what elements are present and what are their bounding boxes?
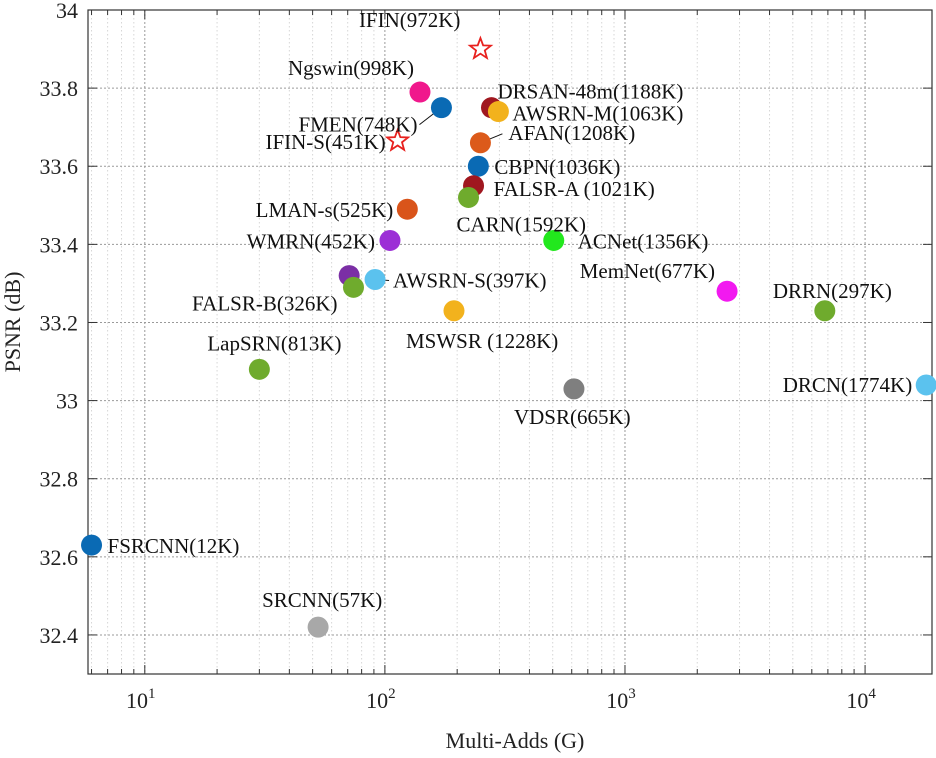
data-label: MSWSR (1228K) <box>406 329 558 353</box>
data-label: IFIN-S(451K) <box>265 130 385 154</box>
data-point <box>443 300 465 322</box>
data-points <box>81 35 936 638</box>
data-label: AWSRN-M(1063K) <box>512 102 683 126</box>
data-point <box>81 534 103 556</box>
data-point <box>915 374 936 396</box>
data-label: DRRN(297K) <box>773 279 892 303</box>
data-point-star <box>467 35 494 61</box>
data-label: LapSRN(813K) <box>207 331 341 355</box>
y-tick-label: 33.8 <box>40 76 79 101</box>
y-axis-label: PSNR (dB) <box>0 272 25 373</box>
data-point <box>364 269 386 291</box>
x-tick-label: 102 <box>366 686 396 713</box>
data-point <box>396 198 418 220</box>
y-tick-label: 32.6 <box>40 545 79 570</box>
data-label: LMAN-s(525K) <box>256 198 394 222</box>
data-label: FALSR-B(326K) <box>192 291 337 315</box>
data-label: CBPN(1036K) <box>494 155 620 179</box>
data-label: FMEN(748K) <box>298 113 417 137</box>
data-label: AFAN(1208K) <box>508 121 635 145</box>
data-point <box>467 155 489 177</box>
data-point-star <box>384 127 411 152</box>
data-label: ACNet(1356K) <box>578 229 709 253</box>
x-tick-label: 103 <box>606 686 636 713</box>
data-label: CARN(1592K) <box>457 212 587 236</box>
data-label: MemNet(677K) <box>580 259 715 283</box>
data-label: AWSRN-S(397K) <box>393 269 546 293</box>
data-point <box>469 132 491 154</box>
y-tick-label: 32.4 <box>40 623 79 648</box>
axes: 101 102 103 104 32.4 32.6 32.8 33 33.2 33.4 33.6 33… <box>40 0 933 713</box>
x-tick-label: 104 <box>846 686 876 713</box>
data-label: VDSR(665K) <box>514 405 631 429</box>
data-point <box>563 378 585 400</box>
data-point <box>379 229 401 251</box>
data-point <box>487 101 509 123</box>
data-label: SRCNN(57K) <box>262 588 382 612</box>
data-point <box>409 81 431 103</box>
data-point <box>458 186 480 208</box>
y-tick-label: 33.6 <box>40 154 79 179</box>
x-axis-label: Multi-Adds (G) <box>446 728 585 753</box>
data-point <box>716 280 738 302</box>
data-label: IFIN(972K) <box>359 8 460 32</box>
data-label: DRSAN-48m(1188K) <box>498 80 684 104</box>
y-tick-label: 32.8 <box>40 467 79 492</box>
data-label: FALSR-A (1021K) <box>494 177 655 201</box>
data-label: DRCN(1774K) <box>783 373 913 397</box>
grid <box>88 10 932 674</box>
data-point <box>543 229 565 251</box>
x-tick-label: 101 <box>126 686 156 713</box>
data-point <box>814 300 836 322</box>
point-labels: IFIN(972K) IFIN-S(451K) Ngswin(998K) FMEN(7… <box>108 8 913 612</box>
y-tick-label: 34 <box>56 0 78 23</box>
y-tick-label: 33 <box>56 389 78 414</box>
data-label: WMRN(452K) <box>247 229 375 253</box>
data-point <box>342 276 364 298</box>
y-tick-label: 33.2 <box>40 310 79 335</box>
data-label: FSRCNN(12K) <box>108 534 240 558</box>
data-label: Ngswin(998K) <box>288 56 414 80</box>
y-tick-label: 33.4 <box>40 232 79 257</box>
data-point <box>307 616 329 638</box>
plot-frame <box>87 9 933 675</box>
data-point <box>248 358 270 380</box>
data-point <box>430 97 452 119</box>
